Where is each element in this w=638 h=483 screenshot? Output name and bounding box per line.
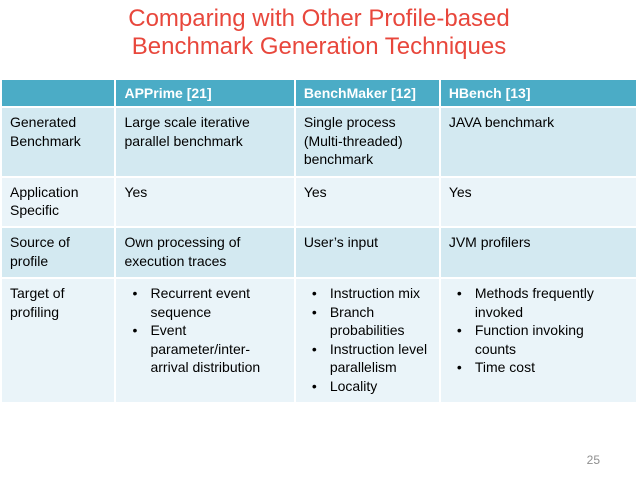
bullet-item: Event parameter/inter-arrival distributi… xyxy=(130,321,285,376)
table-cell: Instruction mixBranch probabilitiesInstr… xyxy=(293,277,441,405)
table-cell: Yes xyxy=(293,175,441,229)
slide-title-line2: Benchmark Generation Techniques xyxy=(131,33,507,61)
table-cell: Large scale iterative parallel benchmark xyxy=(114,106,296,178)
table-cell: Single process (Multi-threaded) benchmar… xyxy=(293,106,441,178)
table-row: Application Specific Yes Yes Yes xyxy=(0,175,638,229)
table-cell: Recurrent event sequenceEvent parameter/… xyxy=(114,277,296,405)
row-label: Source of profile xyxy=(0,226,117,280)
bullet-item: Function invoking counts xyxy=(455,321,628,358)
page-number: 25 xyxy=(586,453,600,467)
table-cell: Yes xyxy=(438,175,638,229)
bullet-item: Instruction level parallelism xyxy=(310,340,431,377)
row-label: Application Specific xyxy=(0,175,117,229)
row-label: Target of profiling xyxy=(0,277,117,405)
table-header-row: APPrime [21] BenchMaker [12] HBench [13] xyxy=(0,77,638,109)
table-cell: JVM profilers xyxy=(438,226,638,280)
table-row: Target of profilingRecurrent event seque… xyxy=(0,277,638,405)
bullet-list: Instruction mixBranch probabilitiesInstr… xyxy=(304,284,431,395)
table-row: Generated Benchmark Large scale iterative… xyxy=(0,106,638,178)
table-cell: User’s input xyxy=(293,226,441,280)
slide: Comparing with Other Profile-based Bench… xyxy=(0,5,638,483)
table-cell: Own processing of execution traces xyxy=(114,226,296,280)
bullet-item: Instruction mix xyxy=(310,284,431,303)
column-header: HBench [13] xyxy=(438,77,638,109)
comparison-table: APPrime [21] BenchMaker [12] HBench [13] G… xyxy=(0,77,638,405)
table-cell: JAVA benchmark xyxy=(438,106,638,178)
bullet-list: Recurrent event sequenceEvent parameter/… xyxy=(124,284,285,376)
slide-title: Comparing with Other Profile-based Bench… xyxy=(0,5,638,62)
bullet-list: Methods frequently invokedFunction invok… xyxy=(449,284,628,377)
bullet-item: Methods frequently invoked xyxy=(455,284,628,321)
bullet-item: Locality xyxy=(310,377,431,396)
table-row: Source of profile Own processing of execu… xyxy=(0,226,638,280)
table-body: Generated Benchmark Large scale iterative… xyxy=(0,106,638,405)
bullet-item: Branch probabilities xyxy=(310,303,431,340)
row-label: Generated Benchmark xyxy=(0,106,117,178)
column-header: APPrime [21] xyxy=(114,77,296,109)
column-header-empty xyxy=(0,77,117,109)
bullet-item: Time cost xyxy=(455,358,628,377)
slide-title-line1: Comparing with Other Profile-based xyxy=(128,5,510,32)
column-header: BenchMaker [12] xyxy=(293,77,441,109)
bullet-item: Recurrent event sequence xyxy=(130,284,285,321)
table-head: APPrime [21] BenchMaker [12] HBench [13] xyxy=(0,77,638,109)
table-cell: Methods frequently invokedFunction invok… xyxy=(438,277,638,405)
table-cell: Yes xyxy=(114,175,296,229)
